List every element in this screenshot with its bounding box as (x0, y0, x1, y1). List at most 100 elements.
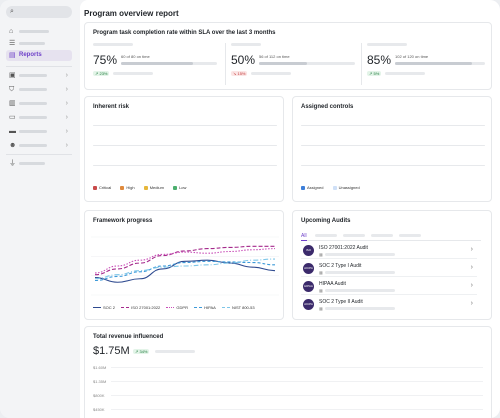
assigned-controls-title: Assigned controls (301, 104, 354, 110)
inherent-risk-card: Inherent risk Critical High Medium Low (84, 96, 284, 202)
sidebar-item-document[interactable]: ▭ › (6, 112, 72, 123)
metric-detail: 60 of 80 on time (121, 54, 150, 59)
audit-name: ISO 27001:2022 Audit (319, 245, 368, 251)
chevron-right-icon: › (65, 86, 68, 93)
search-input[interactable]: ⌕ (6, 6, 72, 18)
document-icon: ▭ (9, 114, 16, 121)
upcoming-audits-title: Upcoming Audits (301, 218, 351, 224)
inherent-risk-legend: Critical High Medium Low (93, 185, 194, 190)
aicpa-logo: AICPA (303, 299, 314, 310)
list-icon: ☰ (9, 40, 16, 47)
chevron-right-icon[interactable]: › (470, 246, 473, 253)
calendar-icon: ▦ (319, 288, 323, 293)
calendar-icon: ▦ (319, 306, 323, 311)
audit-row[interactable]: HIPAA HIPAA Audit ▦ › (301, 279, 477, 295)
metric-value: 75% (93, 53, 118, 67)
legend-medium: Medium (149, 185, 164, 190)
legend-iso: ISO 27001:2022 (131, 305, 161, 310)
audit-row[interactable]: AICPA SOC 2 Type II Audit ▦ › (301, 297, 477, 313)
audit-row[interactable]: ISO ISO 27001:2022 Audit ▦ › (301, 243, 477, 259)
chevron-right-icon[interactable]: › (470, 300, 473, 307)
sidebar-item-monitor[interactable]: ▬ › (6, 126, 72, 137)
users-icon: ☻ (9, 142, 17, 149)
home-icon: ⌂ (9, 28, 14, 35)
hipaa-logo: HIPAA (303, 281, 314, 292)
book-icon: ▥ (9, 100, 16, 107)
metric-value: 85% (367, 53, 392, 67)
clipboard-icon: ▣ (9, 72, 16, 79)
audit-name: SOC 2 Type I Audit (319, 263, 362, 269)
metric-delta: ↗ 23% (93, 71, 110, 76)
legend-critical: Critical (99, 185, 112, 190)
sidebar-item-clipboard[interactable]: ▣ › (6, 70, 72, 81)
legend-low: Low (179, 185, 187, 190)
sidebar-item-integrations[interactable]: ⏚ (6, 158, 72, 169)
page-title: Program overview report (84, 9, 179, 18)
chevron-right-icon: › (65, 100, 68, 107)
sidebar-item-shield[interactable]: ⛉ › (6, 84, 72, 95)
calendar-icon: ▦ (319, 270, 323, 275)
tab-all[interactable]: All (301, 233, 307, 241)
chevron-right-icon[interactable]: › (470, 264, 473, 271)
metric-progress (259, 62, 355, 65)
framework-progress-chart (91, 236, 279, 296)
monitor-icon: ▬ (9, 128, 16, 135)
sidebar: ⌕ ⌂ ☰ ▤ Reports ▣ › ⛉ › ▥ › ▭ › ▬ › ☻ › ⏚ (0, 0, 77, 418)
assigned-controls-legend: Assigned Unassigned (301, 185, 368, 190)
search-icon: ⌕ (10, 8, 14, 15)
chevron-right-icon[interactable]: › (470, 282, 473, 289)
chevron-right-icon: › (65, 142, 68, 149)
legend-assigned: Assigned (307, 185, 324, 190)
main-content: Program overview report Program task com… (80, 0, 500, 418)
inherent-risk-title: Inherent risk (93, 104, 130, 110)
chevron-right-icon: › (65, 72, 68, 79)
metric-value: 50% (231, 53, 256, 67)
sidebar-item-home[interactable]: ⌂ (6, 26, 72, 37)
iso-logo: ISO (303, 245, 314, 256)
y-tick: $1.35M (93, 379, 107, 384)
audit-tabs: All (301, 233, 481, 241)
assigned-controls-card: Assigned controls Assigned Unassigned (292, 96, 492, 202)
sidebar-item-list[interactable]: ☰ (6, 38, 72, 49)
framework-progress-card: Framework progress SOC 2 ISO 27001:2022 … (84, 210, 284, 320)
sla-card: Program task completion rate within SLA … (84, 22, 492, 90)
audit-name: HIPAA Audit (319, 281, 346, 287)
series-line-nist-800-53 (94, 258, 276, 280)
metric-delta: ↘ 15% (231, 71, 248, 76)
reports-icon: ▤ (9, 52, 16, 59)
series-line-soc-2 (94, 259, 276, 283)
metric-delta: ↗ 5% (367, 71, 382, 76)
series-line-hipaa (94, 260, 276, 282)
upcoming-audits-card: Upcoming Audits All ISO ISO 27001:2022 A… (292, 210, 492, 320)
chevron-right-icon: › (65, 128, 68, 135)
metric-progress (395, 62, 485, 65)
revenue-card: Total revenue influenced $1.75M ↗ 34% $1… (84, 326, 492, 418)
audit-row[interactable]: AICPA SOC 2 Type I Audit ▦ › (301, 261, 477, 277)
legend-hipaa: HIPAA (204, 305, 216, 310)
metric-detail: 102 of 120 on time (395, 54, 429, 59)
calendar-icon: ▦ (319, 252, 323, 257)
metric-progress (121, 62, 217, 65)
sidebar-item-reports[interactable]: ▤ Reports (6, 50, 72, 61)
plug-icon: ⏚ (9, 160, 16, 167)
sidebar-item-book[interactable]: ▥ › (6, 98, 72, 109)
series-line-iso-27001-2022 (94, 245, 275, 276)
shield-icon: ⛉ (9, 86, 15, 93)
sidebar-item-label: Reports (19, 52, 42, 58)
revenue-title: Total revenue influenced (93, 334, 164, 340)
framework-progress-title: Framework progress (93, 218, 153, 224)
legend-nist: NIST 800-53 (231, 305, 255, 310)
legend-high: High (126, 185, 135, 190)
sla-card-title: Program task completion rate within SLA … (93, 30, 276, 36)
revenue-delta: ↗ 34% (133, 349, 150, 354)
y-tick: $1.60M (93, 365, 107, 370)
legend-unassigned: Unassigned (338, 185, 360, 190)
metric-detail: 56 of 112 on time (259, 54, 290, 59)
sidebar-item-users[interactable]: ☻ › (6, 140, 72, 151)
y-tick: $450K (93, 407, 105, 412)
framework-legend: SOC 2 ISO 27001:2022 GDPR HIPAA NIST 800… (93, 305, 255, 310)
revenue-value: $1.75M (93, 345, 130, 357)
series-line-gdpr (94, 248, 276, 274)
legend-gdpr: GDPR (176, 305, 188, 310)
